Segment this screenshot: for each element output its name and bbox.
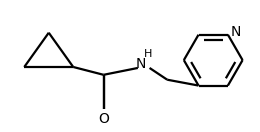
Text: N: N [231,25,241,39]
Text: H: H [144,49,152,59]
Text: O: O [98,112,109,126]
Text: N: N [135,57,146,71]
